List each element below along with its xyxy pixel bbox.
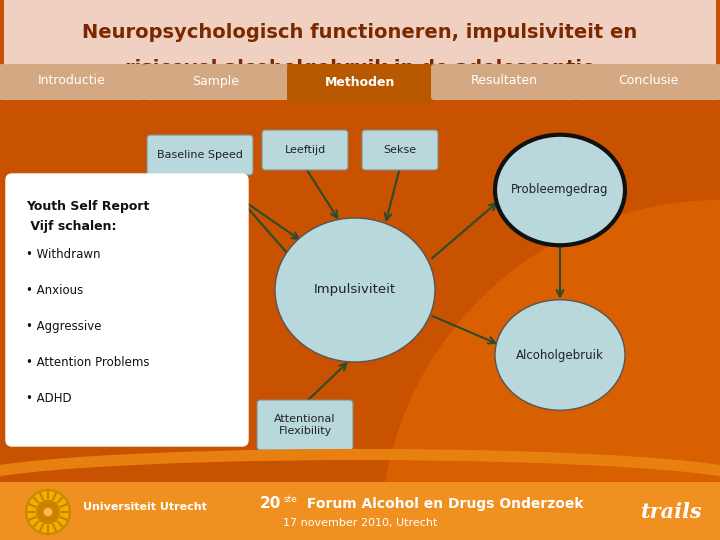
Text: Conclusie: Conclusie [618, 75, 678, 87]
FancyBboxPatch shape [0, 64, 145, 100]
Ellipse shape [495, 300, 625, 410]
Text: • Aggressive: • Aggressive [26, 320, 102, 333]
Ellipse shape [495, 135, 625, 245]
FancyBboxPatch shape [431, 64, 577, 100]
Text: Pattern: Pattern [180, 192, 220, 202]
FancyBboxPatch shape [143, 64, 289, 100]
Text: Youth Self Report: Youth Self Report [26, 200, 149, 213]
Text: Universiteit Utrecht: Universiteit Utrecht [83, 502, 207, 512]
FancyBboxPatch shape [147, 135, 253, 175]
FancyBboxPatch shape [287, 64, 433, 104]
Text: 20: 20 [260, 496, 282, 511]
Text: Sample: Sample [192, 75, 240, 87]
Text: Neuropsychologisch functioneren, impulsiviteit en: Neuropsychologisch functioneren, impulsi… [82, 24, 638, 43]
Text: • Withdrawn: • Withdrawn [26, 248, 101, 261]
Circle shape [36, 500, 60, 524]
Circle shape [26, 490, 70, 534]
Text: trails: trails [642, 502, 703, 522]
Text: Sekse: Sekse [384, 145, 417, 155]
Text: Impulsiviteit: Impulsiviteit [314, 284, 396, 296]
Text: • Anxious: • Anxious [26, 284, 84, 297]
Circle shape [44, 508, 53, 516]
Text: Methoden: Methoden [325, 77, 395, 90]
Text: Resultaten: Resultaten [470, 75, 538, 87]
FancyBboxPatch shape [4, 0, 716, 99]
Text: Forum Alcohol en Drugs Onderzoek: Forum Alcohol en Drugs Onderzoek [302, 497, 583, 511]
Text: Leeftijd: Leeftijd [284, 145, 325, 155]
FancyBboxPatch shape [362, 130, 438, 170]
FancyBboxPatch shape [262, 130, 348, 170]
FancyBboxPatch shape [6, 174, 248, 446]
Text: Probleemgedrag: Probleemgedrag [511, 184, 608, 197]
Text: ste: ste [284, 495, 298, 503]
FancyBboxPatch shape [575, 64, 720, 100]
Text: risicovol alcoholgebruik in de adolescentie: risicovol alcoholgebruik in de adolescen… [125, 58, 595, 78]
Text: 17 november 2010, Utrecht: 17 november 2010, Utrecht [283, 518, 437, 528]
Text: Baseline Speed: Baseline Speed [157, 150, 243, 160]
Text: Attentional
Flexibility: Attentional Flexibility [274, 414, 336, 436]
Ellipse shape [275, 218, 435, 362]
Wedge shape [380, 200, 720, 540]
Text: Introductie: Introductie [38, 75, 106, 87]
Bar [0, 482, 720, 540]
Text: Vijf schalen:: Vijf schalen: [26, 220, 117, 233]
FancyBboxPatch shape [160, 180, 240, 214]
Text: • Attention Problems: • Attention Problems [26, 356, 150, 369]
Text: • ADHD: • ADHD [26, 392, 71, 405]
FancyBboxPatch shape [257, 400, 353, 450]
Text: Alcoholgebruik: Alcoholgebruik [516, 348, 604, 361]
